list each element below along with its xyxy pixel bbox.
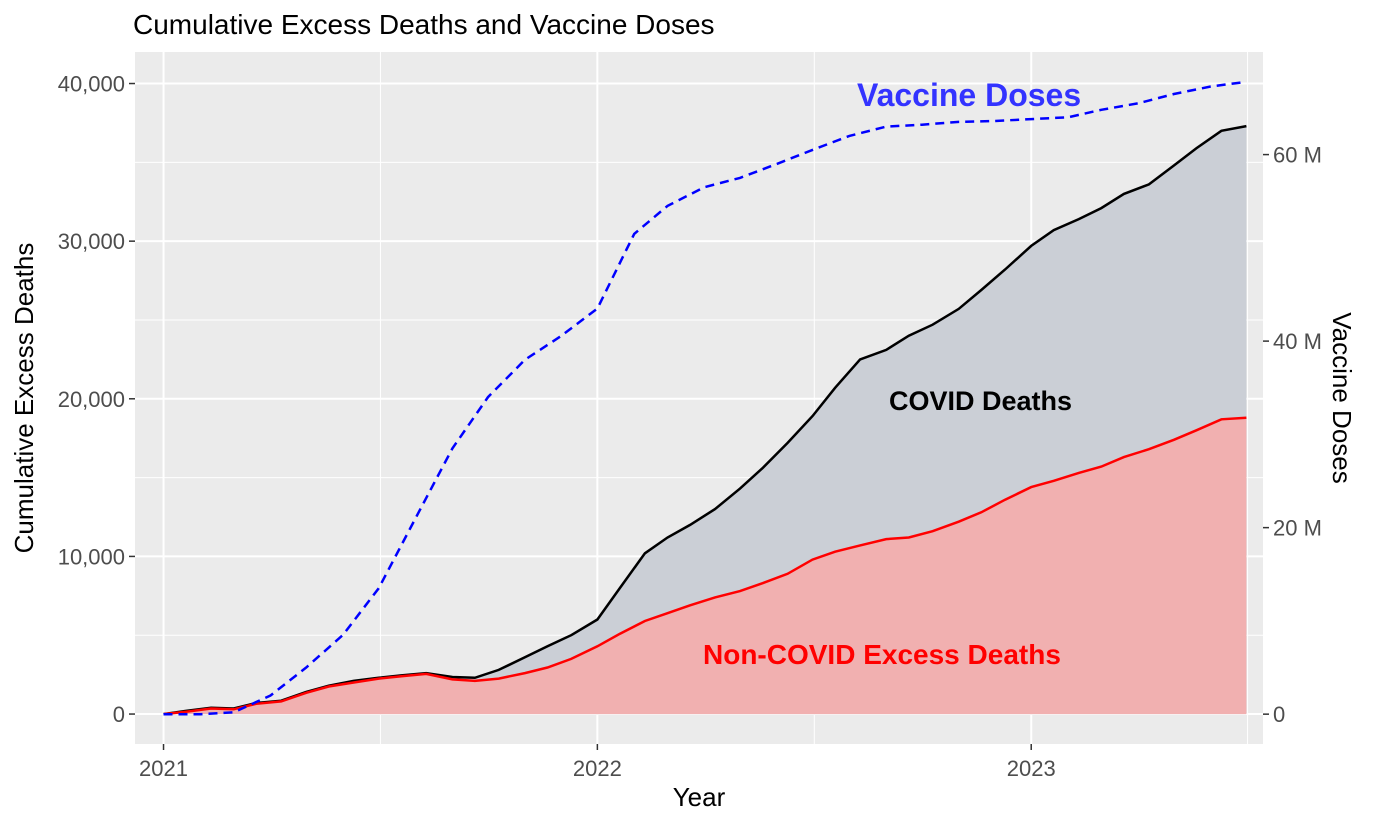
noncovid-excess-deaths-line [163,416,1247,716]
y2-tick-label: 60 M [1273,143,1322,168]
noncovid-deaths-annotation: Non-COVID Excess Deaths [703,639,1061,670]
y2-tick-label: 20 M [1273,516,1322,541]
y2-tick-label: 40 M [1273,329,1322,354]
x-tick-label: 2022 [573,756,622,781]
y-tick-label: 0 [113,702,125,727]
annotation-layer: Vaccine Doses COVID Deaths Non-COVID Exc… [703,77,1081,670]
x-axis-title: Year [673,782,726,812]
area-layer [163,126,1247,715]
noncovid-deaths-area [163,417,1247,715]
covid-deaths-annotation: COVID Deaths [889,386,1072,416]
x-tick-label: 2021 [139,756,188,781]
y2-axis-title: Vaccine Doses [1327,312,1357,484]
x-tick-label: 2023 [1007,756,1056,781]
y-tick-label: 40,000 [58,72,125,97]
vaccine-doses-annotation: Vaccine Doses [857,77,1081,113]
y-axis-left: 0 10,000 20,000 30,000 40,000 [58,72,135,727]
line-layer [163,80,1247,716]
y2-tick-label: 0 [1273,702,1285,727]
x-axis: 2021 2022 2023 [139,744,1056,781]
y-tick-label: 30,000 [58,229,125,254]
y-axis-title: Cumulative Excess Deaths [9,243,39,554]
chart-title: Cumulative Excess Deaths and Vaccine Dos… [133,9,715,40]
y-tick-label: 10,000 [58,544,125,569]
y-axis-right: 0 20 M 40 M 60 M [1263,143,1322,727]
y-tick-label: 20,000 [58,387,125,412]
